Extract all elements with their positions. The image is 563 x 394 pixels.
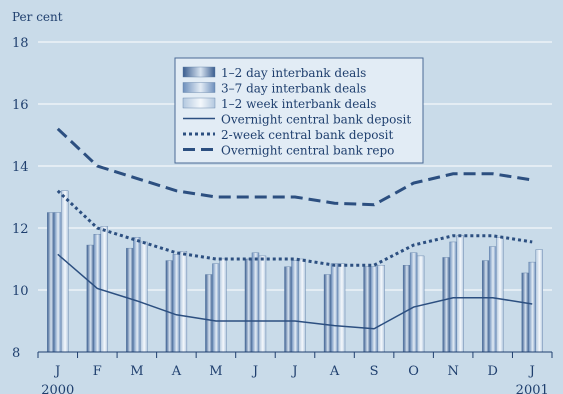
year-label: 2001 [516, 383, 549, 394]
bar-1-11 [481, 260, 490, 353]
legend-box [174, 57, 424, 164]
x-tick-label: O [408, 364, 419, 379]
y-tick-label: 8 [12, 346, 20, 361]
line-solid [57, 253, 533, 330]
bar-2-3 [172, 254, 181, 353]
bar-3-4 [219, 258, 227, 353]
bar-1-5 [244, 258, 253, 353]
y-tick-label: 10 [12, 284, 29, 299]
bar-3-10 [456, 235, 464, 353]
bar-1-12 [521, 272, 529, 353]
y-tick-label: 14 [12, 160, 29, 175]
legend-swatch [182, 97, 216, 109]
bar-groups [47, 190, 543, 353]
x-tick-label: F [93, 364, 102, 379]
bar-2-0 [54, 212, 62, 353]
bar-2-5 [251, 252, 260, 353]
y-tick-label: 18 [12, 36, 29, 51]
bar-3-9 [416, 255, 425, 353]
x-tick-label: A [171, 364, 182, 379]
legend-label: 2-week central bank deposit [221, 128, 394, 142]
bar-1-6 [284, 266, 292, 353]
bar-2-4 [212, 263, 220, 353]
legend-label: Overnight central bank repo [221, 144, 394, 158]
x-tick-label: N [447, 364, 458, 379]
bar-3-0 [61, 190, 69, 353]
line-series [56, 127, 533, 330]
bar-1-4 [205, 274, 213, 353]
bar-3-7 [337, 263, 346, 353]
bar-2-6 [291, 260, 299, 353]
legend-swatch [182, 66, 216, 78]
x-tick-label: J [53, 364, 60, 379]
bar-3-8 [377, 265, 385, 353]
x-tick-label: J [251, 364, 258, 379]
bar-2-11 [488, 246, 497, 353]
bar-3-12 [535, 249, 543, 353]
legend-label: 3–7 day interbank deals [221, 82, 366, 96]
x-tick-label: S [370, 364, 379, 379]
bar-1-1 [86, 244, 95, 353]
bar-3-6 [298, 258, 306, 353]
bar-2-9 [409, 252, 418, 353]
x-tick-label: M [209, 364, 222, 379]
bar-3-11 [495, 237, 504, 353]
bar-2-7 [330, 263, 339, 353]
bar-1-3 [165, 260, 174, 353]
line-dashed [56, 127, 533, 207]
bar-3-5 [258, 255, 267, 353]
x-tick-label: A [329, 364, 340, 379]
bar-3-3 [179, 251, 188, 353]
legend: 1–2 day interbank deals 3–7 day interbank… [174, 57, 424, 164]
bar-1-9 [402, 265, 411, 353]
x-axis: J F M A M J J A S O N D J 2000 2001 [37, 351, 553, 394]
bar-2-8 [370, 266, 378, 353]
y-axis-title: Per cent [12, 10, 63, 24]
line-dotted [56, 189, 533, 267]
bar-2-12 [528, 261, 536, 353]
bar-1-0 [47, 212, 55, 353]
legend-label: Overnight central bank deposit [221, 113, 411, 127]
y-axis: Per cent 8 10 12 14 16 18 [12, 10, 63, 361]
bar-2-10 [449, 241, 457, 353]
legend-swatch [182, 82, 216, 93]
bar-2-1 [93, 233, 102, 353]
bar-2-2 [133, 237, 141, 353]
x-tick-label: M [130, 364, 143, 379]
year-label: 2000 [41, 383, 74, 394]
bar-1-8 [363, 266, 371, 353]
bar-1-10 [442, 257, 450, 353]
y-tick-label: 16 [12, 98, 29, 113]
legend-label: 1–2 day interbank deals [221, 66, 366, 80]
x-tick-label: J [290, 364, 297, 379]
legend-label: 1–2 week interbank deals [221, 97, 376, 111]
x-tick-label: D [487, 364, 497, 379]
x-tick-label: J [528, 364, 535, 379]
bar-3-2 [140, 241, 148, 353]
y-tick-label: 12 [12, 222, 29, 237]
bar-1-7 [323, 274, 332, 353]
